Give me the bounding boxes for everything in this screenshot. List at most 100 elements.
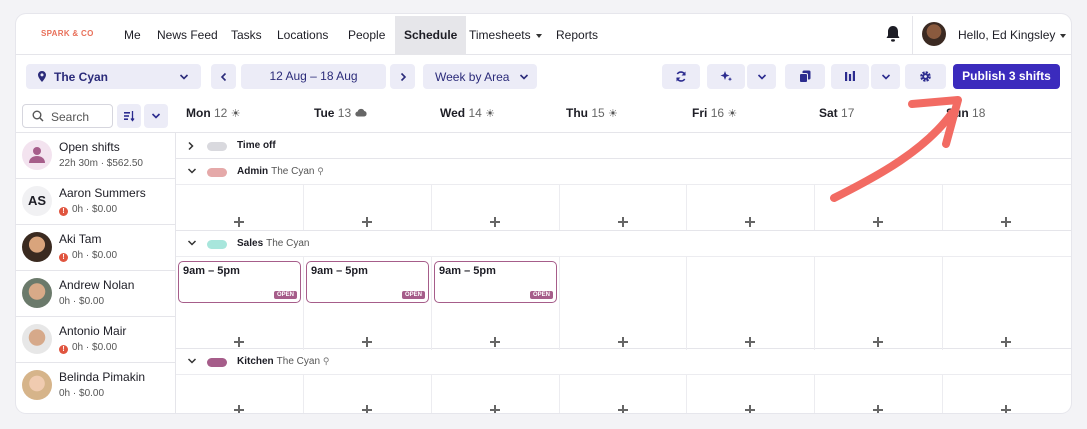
sales-cells: 9am – 5pm OPEN 9am – 5pm OPEN 9am – 5pm … [176, 256, 1071, 350]
add-shift-icon[interactable] [490, 337, 500, 347]
add-shift-icon[interactable] [1001, 405, 1011, 413]
auto-schedule-button[interactable] [707, 64, 745, 89]
copy-button[interactable] [785, 64, 825, 89]
stats-dropdown[interactable] [871, 64, 900, 89]
shift-card[interactable]: 9am – 5pm OPEN [178, 261, 301, 303]
admin-cells [176, 184, 1071, 230]
add-shift-icon[interactable] [873, 337, 883, 347]
employee-row[interactable]: AS Aaron Summers ! 0h · $0.00 [16, 178, 175, 224]
employee-name: Belinda Pimakin [59, 370, 146, 384]
add-shift-icon[interactable] [745, 217, 755, 227]
location-select[interactable]: The Cyan [26, 64, 201, 89]
date-range[interactable]: 12 Aug – 18 Aug [241, 64, 386, 89]
sun-icon: ☀ [485, 108, 496, 120]
chevron-right-icon[interactable] [187, 141, 195, 151]
settings-button[interactable] [905, 64, 946, 89]
employee-row[interactable]: Antonio Mair ! 0h · $0.00 [16, 316, 175, 362]
add-shift-icon[interactable] [618, 337, 628, 347]
schedule-grid: Time off Admin The Cyan ⚲ Sales The Cyan 9… [176, 132, 1071, 413]
employee-row[interactable]: Belinda Pimakin 0h · $0.00 [16, 362, 175, 408]
nav-locations[interactable]: Locations [277, 28, 329, 42]
open-badge: OPEN [529, 291, 553, 299]
day-divider [303, 184, 304, 230]
add-shift-icon[interactable] [362, 217, 372, 227]
chevron-down-icon [151, 113, 161, 119]
shift-time: 9am – 5pm [183, 265, 240, 277]
location-pin-icon: ⚲ [317, 166, 324, 176]
stats-button[interactable] [831, 64, 869, 89]
section-admin[interactable]: Admin The Cyan ⚲ [176, 158, 1071, 184]
section-name: Sales [237, 238, 264, 249]
chevron-down-icon[interactable] [187, 167, 197, 175]
nav-people[interactable]: People [348, 28, 386, 42]
add-shift-icon[interactable] [362, 337, 372, 347]
sun-icon: ☀ [608, 108, 618, 120]
add-shift-icon[interactable] [234, 337, 244, 347]
auto-schedule-dropdown[interactable] [747, 64, 776, 89]
next-week-button[interactable] [390, 64, 415, 89]
employee-list: Open shifts 22h 30m · $562.50 AS Aaron S… [16, 132, 176, 413]
chevron-down-icon[interactable] [187, 239, 197, 247]
chevron-down-icon [519, 74, 529, 80]
user-avatar[interactable] [922, 22, 946, 46]
section-name: Kitchen [237, 356, 274, 367]
sort-dropdown[interactable] [144, 104, 168, 128]
add-shift-icon[interactable] [490, 405, 500, 413]
section-label: Admin The Cyan ⚲ [237, 166, 324, 177]
section-sales[interactable]: Sales The Cyan [176, 230, 1071, 256]
sun-icon: ☀ [727, 108, 738, 120]
shift-card[interactable]: 9am – 5pm OPEN [434, 261, 557, 303]
add-shift-icon[interactable] [745, 337, 755, 347]
add-shift-icon[interactable] [618, 405, 628, 413]
day-header-mon: Mon 12 ☀ [186, 106, 241, 120]
day-divider [686, 374, 687, 413]
search-icon [32, 110, 44, 122]
open-shifts-avatar [22, 140, 52, 170]
sort-button[interactable] [117, 104, 141, 128]
chevron-down-icon [1060, 33, 1067, 38]
employee-hours-row: ! 0h · $0.00 [59, 204, 117, 216]
nav-schedule[interactable]: Schedule [395, 16, 467, 55]
cloud-icon [354, 108, 367, 117]
nav-tasks[interactable]: Tasks [231, 28, 262, 42]
view-select[interactable]: Week by Area [423, 64, 537, 89]
search-placeholder: Search [51, 110, 90, 124]
employee-row[interactable]: Aki Tam ! 0h · $0.00 [16, 224, 175, 270]
nav-news-feed[interactable]: News Feed [157, 28, 218, 42]
add-shift-icon[interactable] [873, 405, 883, 413]
employee-hours: 0h · $0.00 [72, 342, 118, 353]
nav-me[interactable]: Me [124, 28, 141, 42]
shift-card[interactable]: 9am – 5pm OPEN [306, 261, 429, 303]
day-divider [686, 256, 687, 350]
add-shift-icon[interactable] [1001, 337, 1011, 347]
day-divider [431, 184, 432, 230]
day-divider [559, 374, 560, 413]
add-shift-icon[interactable] [234, 405, 244, 413]
section-kitchen[interactable]: Kitchen The Cyan ⚲ [176, 348, 1071, 374]
open-badge: OPEN [401, 291, 425, 299]
search-input[interactable]: Search [22, 104, 113, 128]
nav-reports[interactable]: Reports [556, 28, 599, 42]
section-label: Time off [237, 140, 276, 151]
nav-timesheets[interactable]: Timesheets [469, 16, 542, 55]
add-shift-icon[interactable] [745, 405, 755, 413]
user-menu[interactable]: Hello, Ed Kingsley [958, 16, 1067, 55]
section-time-off[interactable]: Time off [176, 132, 1071, 158]
bell-icon[interactable] [885, 25, 901, 43]
add-shift-icon[interactable] [873, 217, 883, 227]
employee-hours: 0h · $0.00 [59, 296, 105, 307]
employee-hours-row: ! 0h · $0.00 [59, 250, 117, 262]
add-shift-icon[interactable] [1001, 217, 1011, 227]
add-shift-icon[interactable] [490, 217, 500, 227]
employee-row-open-shifts[interactable]: Open shifts 22h 30m · $562.50 [16, 132, 175, 178]
day-number: 14 [468, 106, 482, 120]
warning-icon: ! [59, 253, 68, 262]
employee-row[interactable]: Andrew Nolan 0h · $0.00 [16, 270, 175, 316]
publish-button[interactable]: Publish 3 shifts [953, 64, 1060, 89]
refresh-button[interactable] [662, 64, 700, 89]
chevron-down-icon[interactable] [187, 357, 197, 365]
add-shift-icon[interactable] [234, 217, 244, 227]
prev-week-button[interactable] [211, 64, 236, 89]
add-shift-icon[interactable] [618, 217, 628, 227]
add-shift-icon[interactable] [362, 405, 372, 413]
